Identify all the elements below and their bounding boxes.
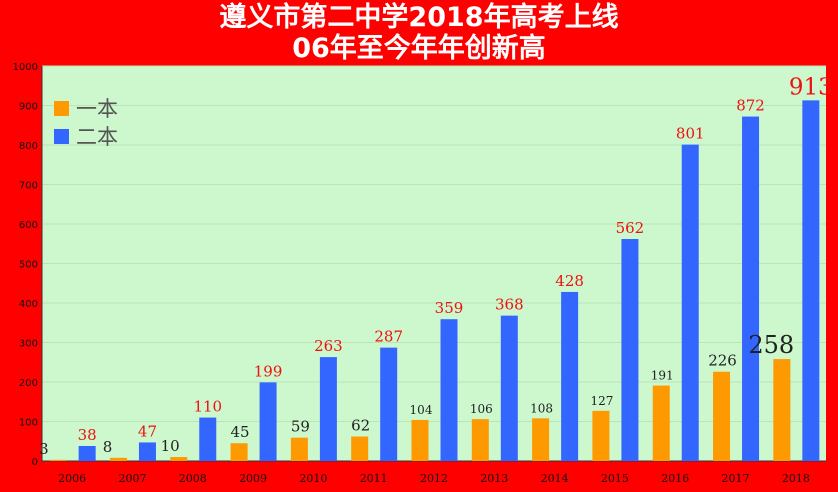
data-label-yiben: 59 xyxy=(291,418,310,436)
bar-erben xyxy=(500,315,518,461)
data-label-erben: 872 xyxy=(736,97,765,115)
y-tick-label: 600 xyxy=(19,220,38,231)
legend-label: 二本 xyxy=(76,125,118,149)
data-label-yiben: 10 xyxy=(161,437,180,455)
bar-yiben xyxy=(49,459,67,461)
data-label-yiben: 258 xyxy=(748,331,794,359)
title-line-2: 06年至今年年创新高 xyxy=(292,33,546,64)
y-tick-label: 200 xyxy=(19,378,38,389)
bar-erben xyxy=(742,116,760,461)
legend-swatch xyxy=(54,101,69,116)
bar-yiben xyxy=(652,385,670,461)
x-tick-label: 2016 xyxy=(661,472,689,485)
x-tick-label: 2012 xyxy=(420,472,448,485)
y-tick-label: 0 xyxy=(32,457,38,468)
data-label-yiben: 127 xyxy=(590,394,613,408)
bar-erben xyxy=(380,347,398,461)
data-label-erben: 801 xyxy=(676,125,705,143)
y-tick-label: 800 xyxy=(19,141,38,152)
data-label-erben: 47 xyxy=(138,422,157,440)
bar-yiben xyxy=(411,419,429,461)
bar-erben xyxy=(259,382,277,461)
data-label-yiben: 106 xyxy=(470,402,493,416)
bar-erben xyxy=(802,100,820,462)
data-label-erben: 38 xyxy=(78,426,97,444)
bar-yiben xyxy=(230,443,248,461)
bar-erben xyxy=(319,357,337,461)
y-tick-label: 700 xyxy=(19,181,38,192)
y-tick-label: 1000 xyxy=(13,62,38,73)
bar-yiben xyxy=(773,359,791,461)
x-tick-label: 2007 xyxy=(118,472,146,485)
data-label-erben: 287 xyxy=(374,328,403,346)
bar-yiben xyxy=(713,371,731,461)
bar-erben xyxy=(138,442,156,461)
x-tick-label: 2009 xyxy=(239,472,267,485)
data-label-yiben: 226 xyxy=(708,352,737,370)
data-label-yiben: 45 xyxy=(231,423,250,441)
y-tick-label: 500 xyxy=(19,260,38,271)
chart-title: 遵义市第二中学2018年高考上线 06年至今年年创新高 xyxy=(0,2,838,64)
bar-erben xyxy=(78,445,96,461)
data-label-yiben: 104 xyxy=(410,403,433,417)
bar-erben xyxy=(681,144,699,462)
y-tick-label: 100 xyxy=(19,418,38,429)
data-label-yiben: 62 xyxy=(351,417,370,435)
bar-yiben xyxy=(471,419,489,461)
bar-yiben xyxy=(170,457,188,461)
bar-yiben xyxy=(532,418,550,461)
bar-erben xyxy=(440,319,458,461)
x-tick-label: 2015 xyxy=(601,472,629,485)
data-label-erben: 110 xyxy=(193,398,222,416)
data-label-erben: 562 xyxy=(616,219,645,237)
data-label-erben: 913 xyxy=(789,74,833,100)
bar-erben xyxy=(561,291,579,461)
bar-yiben xyxy=(290,437,308,461)
x-tick-label: 2017 xyxy=(722,472,750,485)
data-label-erben: 368 xyxy=(495,296,524,314)
data-label-yiben: 191 xyxy=(651,369,674,383)
title-line-1: 遵义市第二中学2018年高考上线 xyxy=(219,2,619,33)
x-tick-label: 2018 xyxy=(782,472,810,485)
bar-erben xyxy=(199,417,217,461)
data-label-yiben: 3 xyxy=(39,440,49,458)
x-tick-label: 2008 xyxy=(179,472,207,485)
data-label-erben: 263 xyxy=(314,337,343,355)
data-label-erben: 199 xyxy=(254,362,283,380)
legend-label: 一本 xyxy=(76,97,118,121)
y-tick-label: 400 xyxy=(19,299,38,310)
data-label-erben: 359 xyxy=(435,299,464,317)
bar-yiben xyxy=(351,436,369,461)
x-tick-label: 2006 xyxy=(58,472,86,485)
bar-erben xyxy=(621,239,639,461)
x-tick-label: 2014 xyxy=(541,472,569,485)
x-tick-label: 2011 xyxy=(360,472,388,485)
legend-swatch xyxy=(54,129,69,144)
bar-yiben xyxy=(109,457,127,461)
x-tick-label: 2010 xyxy=(299,472,327,485)
data-label-yiben: 108 xyxy=(530,401,553,415)
y-tick-label: 300 xyxy=(19,339,38,350)
data-label-yiben: 8 xyxy=(103,438,113,456)
y-tick-label: 900 xyxy=(19,102,38,113)
bar-yiben xyxy=(592,410,610,461)
x-tick-label: 2013 xyxy=(480,472,508,485)
data-label-erben: 428 xyxy=(555,272,584,290)
